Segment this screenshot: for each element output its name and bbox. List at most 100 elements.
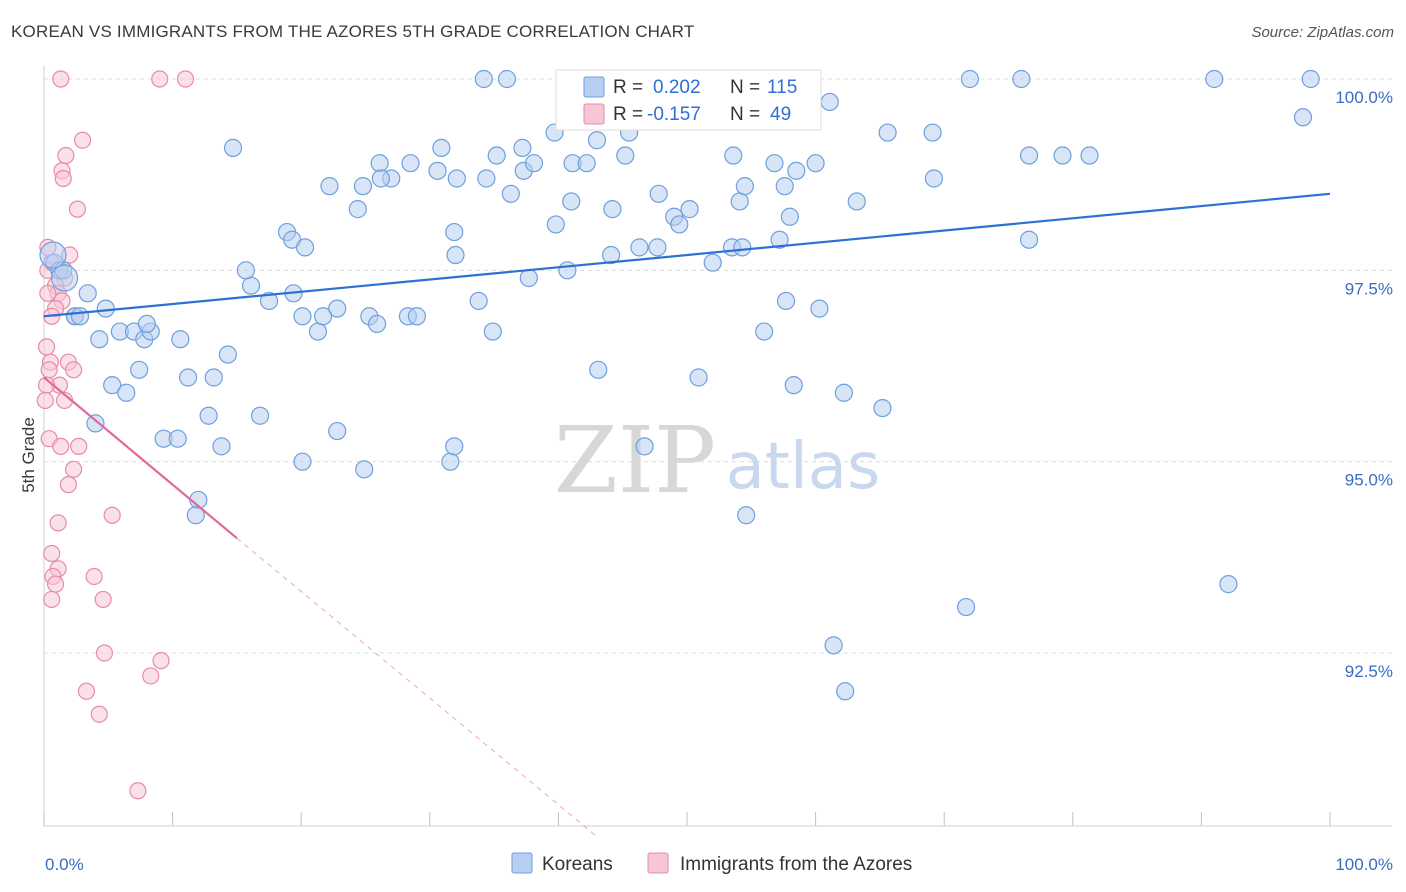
y-tick-label: 100.0%	[1335, 88, 1393, 107]
y-tick-label: 95.0%	[1345, 471, 1393, 490]
azores-point	[94, 590, 112, 609]
korean-point	[630, 238, 649, 257]
korean-point	[103, 376, 122, 395]
korean-point	[137, 314, 156, 334]
korean-point	[603, 200, 622, 219]
korean-point	[370, 154, 389, 173]
korean-point	[199, 406, 218, 425]
korean-point	[923, 123, 942, 142]
y-tick-label: 92.5%	[1345, 662, 1393, 681]
korean-point	[236, 261, 256, 280]
azores-point	[103, 506, 121, 524]
azores-point	[70, 437, 88, 455]
korean-point	[847, 192, 866, 211]
korean-point	[558, 261, 577, 280]
korean-point	[293, 307, 312, 326]
azores-point	[43, 544, 61, 563]
korean-point	[474, 69, 493, 89]
korean-point	[353, 177, 373, 196]
korean-point	[241, 276, 261, 295]
korean-point	[70, 307, 90, 326]
korean-point	[730, 192, 749, 211]
azores-point	[68, 200, 87, 218]
legend-azores-swatch	[583, 103, 605, 125]
azores-point	[43, 590, 61, 609]
korean-point	[86, 414, 105, 433]
korean-point	[824, 636, 843, 655]
korean-point	[497, 69, 517, 89]
korean-point	[1053, 146, 1072, 165]
watermark-zip: ZIP	[554, 407, 716, 514]
azores-trend-extension	[236, 537, 598, 838]
azores-point	[64, 361, 83, 379]
legend-korean-swatch	[583, 76, 605, 98]
azores-point	[73, 131, 92, 149]
korean-point-large	[39, 241, 67, 269]
korean-point	[371, 169, 391, 188]
korean-point	[524, 154, 544, 173]
legend-azores-r-label: R =	[613, 104, 643, 125]
x-axis-ticks	[43, 812, 1331, 826]
korean-point	[348, 200, 367, 219]
korean-point	[1301, 69, 1320, 89]
azores-point	[46, 575, 65, 593]
korean-point	[648, 238, 667, 257]
azores-point	[152, 652, 170, 670]
korean-point	[401, 154, 420, 173]
korean-point	[519, 268, 538, 288]
azores-point	[176, 70, 195, 88]
korean-point	[407, 307, 427, 326]
korean-point	[1019, 230, 1039, 249]
azores-point	[151, 70, 169, 88]
korean-point	[787, 161, 806, 180]
korean-point	[924, 169, 944, 188]
korean-point	[616, 146, 635, 165]
koreans-series	[39, 69, 1320, 701]
korean-point	[703, 253, 722, 272]
legend-azores-r-value: -0.157	[647, 104, 701, 125]
korean-point	[186, 506, 205, 525]
korean-point	[810, 299, 829, 318]
korean-point	[328, 299, 347, 318]
azores-point	[85, 567, 103, 586]
series-legend: Koreans Immigrants from the Azores	[511, 852, 912, 875]
korean-point	[469, 291, 488, 311]
korean-point	[171, 330, 190, 349]
korean-point	[755, 322, 774, 341]
korean-point	[775, 177, 794, 196]
korean-point	[577, 154, 596, 173]
korean-point	[355, 460, 374, 479]
korean-point	[250, 406, 270, 425]
korean-point	[680, 200, 699, 219]
azores-point	[39, 284, 57, 302]
korean-point	[501, 184, 520, 203]
korean-point	[223, 138, 243, 157]
legend-korean-n-label: N =	[730, 77, 760, 98]
korean-point	[836, 682, 855, 701]
korean-point	[308, 322, 328, 341]
korean-point	[90, 330, 109, 349]
korean-point	[178, 368, 198, 387]
azores-trend-line	[43, 376, 238, 540]
korean-point	[602, 245, 621, 265]
korean-point	[295, 238, 315, 257]
azores-point	[142, 667, 160, 685]
korean-point	[960, 69, 980, 89]
korean-point	[445, 437, 464, 456]
korean-point	[212, 437, 231, 456]
azores-point	[77, 682, 96, 700]
legend-azores-n-label: N =	[730, 104, 760, 125]
gridlines	[43, 66, 1392, 826]
korean-point	[873, 398, 892, 418]
korean-point	[724, 146, 743, 165]
korean-point	[447, 169, 466, 188]
korean-point	[313, 307, 333, 326]
korean-point	[737, 506, 756, 525]
korean-point	[487, 146, 506, 165]
korean-point	[649, 184, 668, 203]
korean-point	[320, 177, 339, 196]
korean-point	[1293, 108, 1313, 127]
korean-point	[1205, 69, 1224, 89]
korean-point	[130, 360, 149, 379]
korean-point	[513, 138, 532, 157]
